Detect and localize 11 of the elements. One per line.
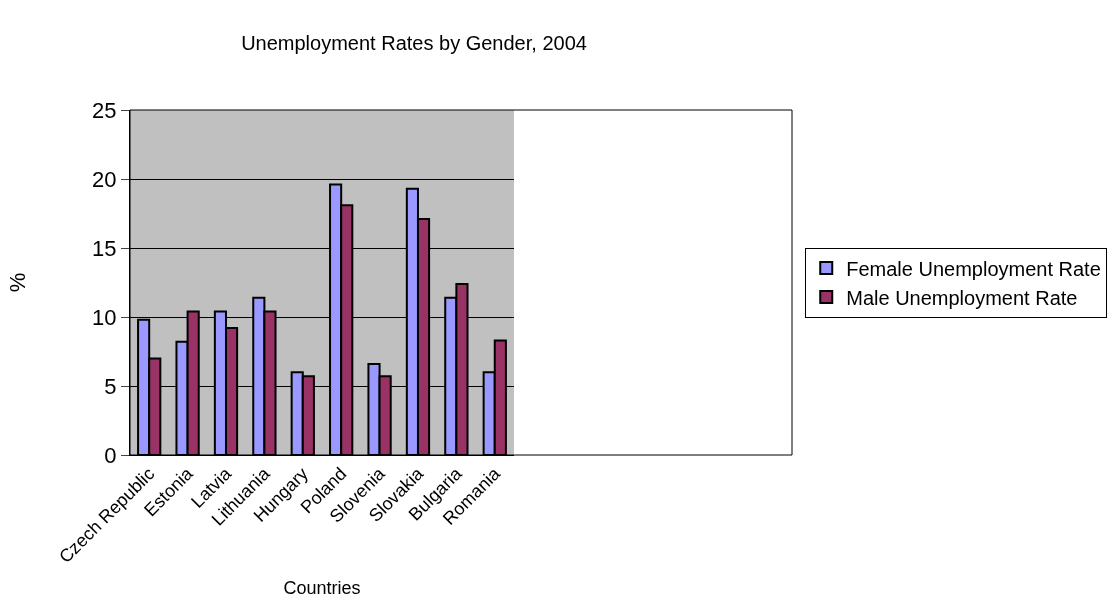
y-tick-label: 20 [92,166,117,192]
y-tick-label: 15 [92,235,117,261]
y-tick-label: 10 [92,304,117,330]
y-tick-label: 0 [104,442,117,468]
y-tick-label: 5 [104,373,117,399]
legend-label: Male Unemployment Rate [846,286,1078,309]
legend-label: Female Unemployment Rate [846,257,1101,280]
y-axis-title: % [4,272,30,293]
chart-title: Unemployment Rates by Gender, 2004 [241,32,587,55]
x-axis-title: Countries [283,578,361,599]
y-tick-label: 25 [92,97,117,123]
